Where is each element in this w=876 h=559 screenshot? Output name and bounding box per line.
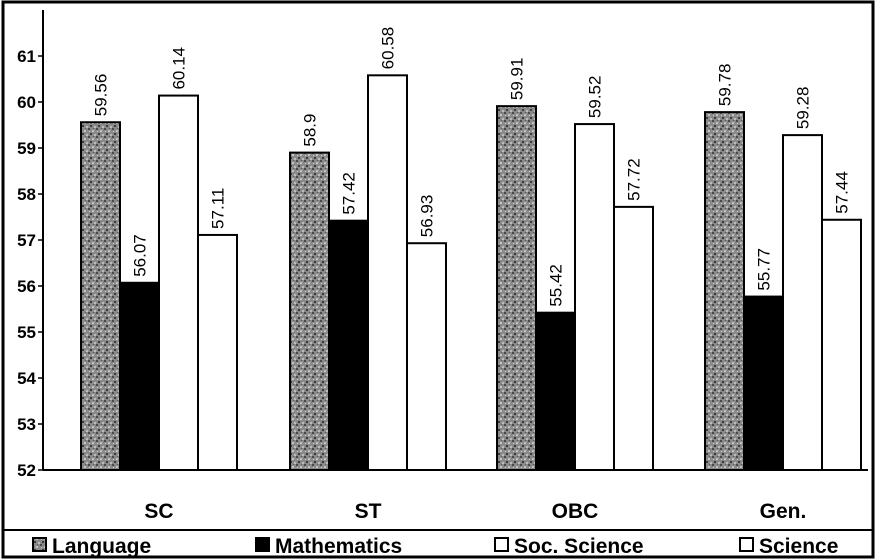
legend-swatch xyxy=(739,537,754,552)
bar-soc-science-3 xyxy=(782,134,823,471)
data-label: 55.42 xyxy=(547,264,566,307)
data-label: 57.72 xyxy=(625,158,644,201)
data-label: 57.44 xyxy=(833,171,852,214)
y-tick-label: 52 xyxy=(17,461,36,480)
bar-science-0 xyxy=(197,233,238,471)
data-label: 60.14 xyxy=(170,47,189,90)
bar-science-3 xyxy=(821,218,862,471)
bar-language-0 xyxy=(80,121,121,472)
legend-swatch xyxy=(32,537,47,552)
legend-label: Soc. Science xyxy=(514,535,644,558)
x-category-label: SC xyxy=(144,500,173,523)
data-label: 59.78 xyxy=(716,64,735,107)
bar-language-2 xyxy=(496,105,537,471)
data-label: 58.9 xyxy=(301,114,320,147)
bar-science-1 xyxy=(406,242,447,471)
y-tick-label: 53 xyxy=(17,415,36,434)
plot-area: 59.56 56.07 60.14 57.11 58.9 57.42 60.58 56.93 5… xyxy=(80,27,862,472)
bar-language-3 xyxy=(704,111,745,472)
y-tick-label: 57 xyxy=(17,231,36,250)
data-label: 59.28 xyxy=(794,87,813,130)
legend-swatch xyxy=(255,537,270,552)
data-label: 56.93 xyxy=(418,195,437,238)
x-category-label: OBC xyxy=(552,500,599,523)
legend-label: Science xyxy=(759,535,838,558)
data-label: 57.42 xyxy=(340,172,359,215)
bar-soc-science-0 xyxy=(158,94,199,471)
legend-label: Language xyxy=(52,535,151,558)
data-label: 56.07 xyxy=(131,234,150,277)
data-label: 55.77 xyxy=(755,248,774,291)
y-tick-label: 56 xyxy=(17,277,36,296)
bar-mathematics-2 xyxy=(535,311,576,471)
legend-label: Mathematics xyxy=(275,535,402,558)
y-tick-label: 58 xyxy=(17,185,36,204)
bar-soc-science-1 xyxy=(367,74,408,471)
bar-science-2 xyxy=(613,205,654,471)
legend-swatch xyxy=(494,537,509,552)
legend: Language Mathematics Soc. Science Science xyxy=(32,535,838,558)
x-category-label: ST xyxy=(355,500,382,523)
bar-mathematics-0 xyxy=(119,281,160,471)
bar-mathematics-3 xyxy=(743,295,784,471)
y-axis: 52 53 54 55 56 57 58 59 60 61 xyxy=(17,10,44,480)
x-category-label: Gen. xyxy=(760,500,807,523)
data-label: 59.56 xyxy=(92,74,111,117)
y-tick-label: 60 xyxy=(17,93,36,112)
data-label: 57.11 xyxy=(209,188,228,229)
data-label: 59.52 xyxy=(586,76,605,119)
y-tick-label: 61 xyxy=(17,47,36,66)
data-label: 59.91 xyxy=(508,58,527,101)
data-label: 60.58 xyxy=(379,27,398,70)
x-axis: SC ST OBC Gen. xyxy=(43,469,868,523)
y-tick-label: 59 xyxy=(17,139,36,158)
bar-soc-science-2 xyxy=(574,123,615,472)
bar-mathematics-1 xyxy=(328,219,369,471)
bar-language-1 xyxy=(289,151,330,471)
y-tick-label: 54 xyxy=(17,369,36,388)
y-tick-label: 55 xyxy=(17,323,36,342)
